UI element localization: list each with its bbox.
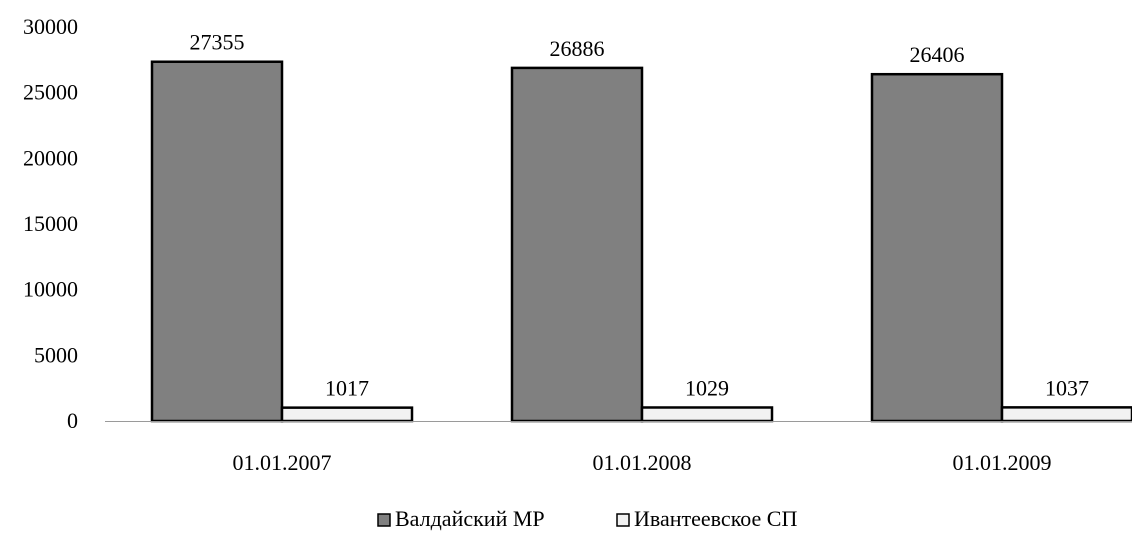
bar-valdai-1 (150, 60, 284, 423)
bars-group (150, 60, 1132, 423)
y-tick-label: 0 (67, 408, 78, 433)
y-axis: 0 5000 10000 15000 20000 25000 30000 (23, 14, 78, 433)
y-tick-label: 15000 (23, 211, 78, 236)
y-tick-label: 20000 (23, 145, 78, 170)
data-label: 27355 (190, 30, 245, 55)
data-label: 1029 (685, 375, 729, 400)
bar-ivanteevo-3 (1000, 406, 1132, 423)
legend-swatch (616, 513, 630, 527)
data-labels-group: 27355 1017 26886 1029 26406 1037 (190, 30, 1090, 401)
bar-ivanteevo-2 (640, 406, 774, 423)
y-tick-label: 10000 (23, 277, 78, 302)
data-label: 1017 (325, 376, 369, 401)
x-category-label: 01.01.2007 (233, 450, 332, 475)
legend-label: Валдайский МР (395, 506, 545, 531)
y-tick-label: 25000 (23, 80, 78, 105)
x-category-label: 01.01.2008 (593, 450, 692, 475)
data-label: 26886 (550, 36, 605, 61)
y-tick-label: 5000 (34, 342, 78, 367)
legend: Валдайский МР Ивантеевское СП (377, 506, 797, 531)
x-category-label: 01.01.2009 (953, 450, 1052, 475)
y-tick-label: 30000 (23, 14, 78, 39)
legend-swatch (377, 513, 391, 527)
data-label: 26406 (910, 42, 965, 67)
bar-valdai-3 (870, 72, 1004, 423)
x-axis: 01.01.2007 01.01.2008 01.01.2009 (105, 421, 1132, 475)
legend-label: Ивантеевское СП (634, 506, 797, 531)
data-label: 1037 (1045, 375, 1089, 400)
bar-valdai-2 (510, 66, 644, 423)
bar-ivanteevo-1 (280, 406, 414, 423)
